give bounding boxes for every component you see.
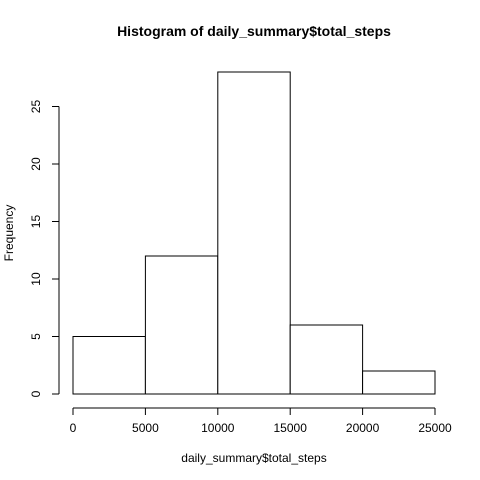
histogram-bar [362, 370, 436, 395]
y-tick-label: 20 [29, 157, 43, 171]
y-tick-label: 5 [29, 333, 43, 340]
x-tick-label: 5000 [132, 421, 159, 435]
chart-title: Histogram of daily_summary$total_steps [117, 23, 391, 39]
histogram-bar [217, 71, 291, 395]
y-tick-label: 10 [29, 272, 43, 286]
x-tick-label: 15000 [274, 421, 308, 435]
y-axis: 0 5 10 15 20 25 [29, 100, 60, 397]
y-tick-label: 15 [29, 215, 43, 229]
histogram-bar [144, 255, 219, 395]
x-tick-label: 10000 [201, 421, 235, 435]
y-tick-label: 0 [29, 390, 43, 397]
histogram-bar [72, 336, 146, 395]
x-tick-label: 0 [70, 421, 77, 435]
histogram-bar [289, 324, 364, 395]
y-axis-label: Frequency [2, 205, 16, 262]
bars-group [72, 71, 436, 395]
x-axis-label: daily_summary$total_steps [181, 451, 326, 465]
x-axis: 0 5000 10000 15000 20000 25000 [70, 407, 452, 435]
y-tick-label: 25 [29, 100, 43, 114]
x-tick-label: 25000 [418, 421, 452, 435]
x-tick-label: 20000 [346, 421, 380, 435]
